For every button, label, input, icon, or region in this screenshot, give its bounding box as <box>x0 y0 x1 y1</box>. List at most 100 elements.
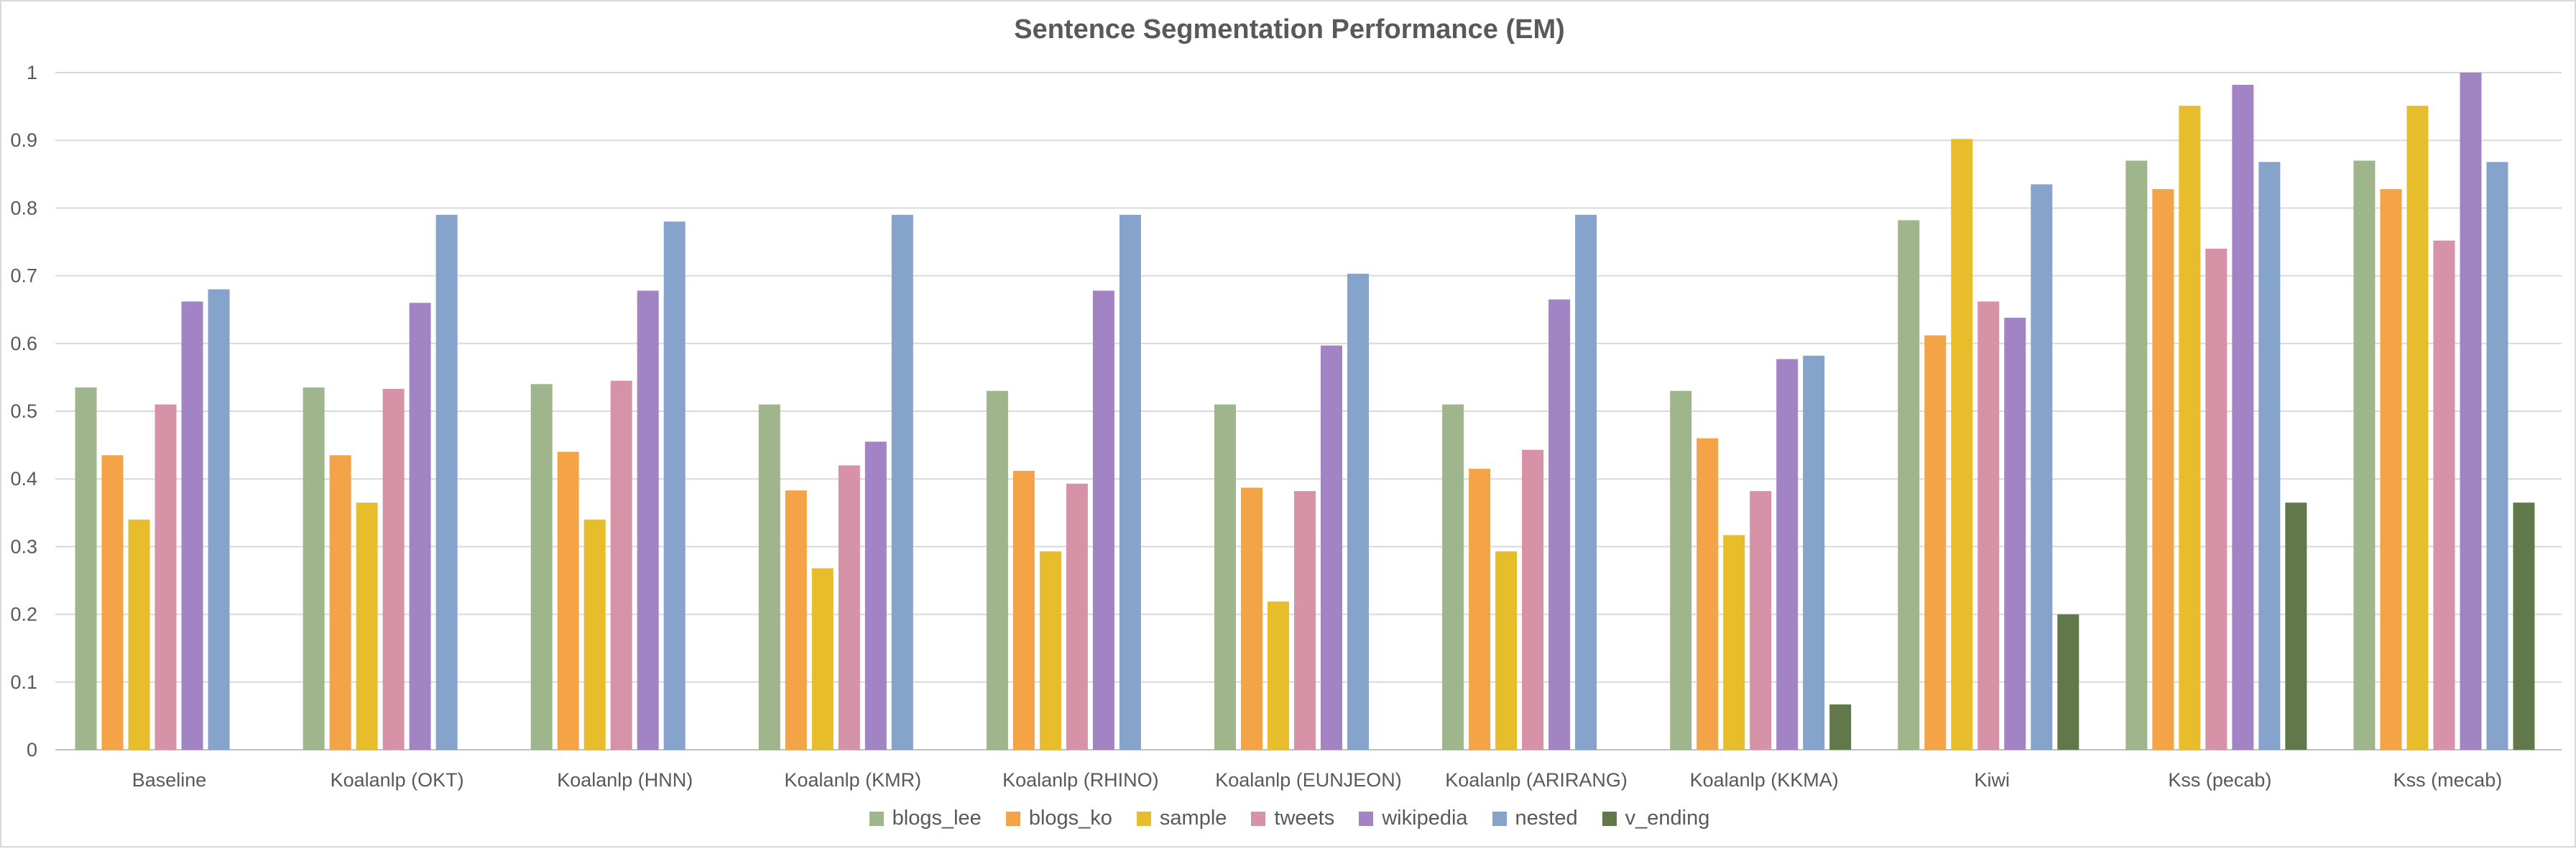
bar-tweets-1 <box>382 388 405 750</box>
bar-blogs_ko-4 <box>1012 470 1035 750</box>
bar-nested-10 <box>2486 162 2508 750</box>
legend-item-v_ending: v_ending <box>1602 807 1710 830</box>
bar-blogs_lee-0 <box>75 387 97 750</box>
legend-swatch <box>1136 811 1151 826</box>
legend-item-blogs_lee: blogs_lee <box>869 807 982 830</box>
bar-nested-5 <box>1347 273 1369 750</box>
bar-blogs_ko-0 <box>101 455 124 750</box>
bar-tweets-8 <box>1977 301 2000 750</box>
legend-item-sample: sample <box>1136 807 1227 830</box>
x-tick-label: Kss (mecab) <box>2393 769 2503 791</box>
x-tick-label: Koalanlp (HNN) <box>557 769 693 791</box>
bar-wikipedia-3 <box>864 441 887 750</box>
x-tick-label: Koalanlp (EUNJEON) <box>1215 769 1402 791</box>
legend-swatch <box>1492 811 1507 826</box>
bar-blogs_ko-2 <box>557 451 579 750</box>
y-tick-label: 0.1 <box>10 671 37 693</box>
bar-v_ending-9 <box>2285 502 2307 750</box>
legend-label: blogs_lee <box>892 807 982 830</box>
bar-blogs_ko-9 <box>2152 189 2174 750</box>
y-tick-label: 0.5 <box>10 400 37 422</box>
bar-blogs_lee-10 <box>2353 160 2376 750</box>
bar-v_ending-10 <box>2513 502 2535 750</box>
bar-tweets-6 <box>1522 449 1544 750</box>
legend-label: tweets <box>1274 807 1335 830</box>
bar-tweets-2 <box>610 380 632 750</box>
bar-nested-4 <box>1119 214 1141 750</box>
x-tick-label: Koalanlp (OKT) <box>331 769 464 791</box>
legend-label: blogs_ko <box>1028 807 1112 830</box>
bar-sample-1 <box>356 502 378 750</box>
bar-blogs_lee-1 <box>303 387 325 750</box>
y-tick-label: 0.7 <box>10 265 37 287</box>
bar-tweets-4 <box>1066 483 1088 750</box>
legend-item-wikipedia: wikipedia <box>1359 807 1468 830</box>
y-tick-label: 0.6 <box>10 333 37 354</box>
y-tick-label: 0.4 <box>10 468 37 490</box>
bar-tweets-5 <box>1294 491 1316 750</box>
bar-wikipedia-4 <box>1092 290 1114 751</box>
bar-wikipedia-7 <box>1776 359 1799 750</box>
legend-item-blogs_ko: blogs_ko <box>1005 807 1112 830</box>
bar-nested-7 <box>1803 355 1825 751</box>
bar-nested-9 <box>2258 162 2281 750</box>
y-tick-label: 0.9 <box>10 129 37 151</box>
y-tick-label: 0.3 <box>10 536 37 557</box>
bar-sample-10 <box>2406 106 2429 750</box>
legend-item-nested: nested <box>1492 807 1578 830</box>
bar-wikipedia-6 <box>1548 299 1571 750</box>
bar-wikipedia-9 <box>2232 84 2254 751</box>
bar-blogs_ko-5 <box>1241 487 1262 750</box>
x-tick-label: Koalanlp (KKMA) <box>1690 769 1839 791</box>
bar-blogs_ko-8 <box>1924 335 1947 751</box>
bar-tweets-3 <box>838 465 860 750</box>
bar-tweets-7 <box>1750 491 1772 750</box>
bar-blogs_ko-6 <box>1469 469 1491 750</box>
bar-blogs_lee-9 <box>2125 160 2148 750</box>
bar-nested-1 <box>435 214 458 750</box>
bar-blogs_lee-4 <box>986 390 1008 750</box>
bar-sample-7 <box>1723 535 1745 750</box>
bar-nested-6 <box>1575 214 1597 750</box>
bar-sample-2 <box>583 519 606 750</box>
legend-swatch <box>1602 811 1617 826</box>
bar-tweets-9 <box>2205 248 2228 750</box>
y-tick-label: 1 <box>27 62 37 83</box>
x-tick-label: Kss (pecab) <box>2168 769 2271 791</box>
legend-item-tweets: tweets <box>1251 807 1334 830</box>
bar-nested-2 <box>663 221 685 750</box>
bar-blogs_ko-1 <box>329 455 351 750</box>
bar-sample-0 <box>128 519 150 750</box>
bar-wikipedia-0 <box>181 301 203 750</box>
bar-v_ending-7 <box>1829 704 1852 750</box>
legend-swatch <box>869 811 884 826</box>
bar-sample-8 <box>1951 139 1973 751</box>
x-tick-label: Baseline <box>132 769 207 791</box>
bar-blogs_ko-10 <box>2380 189 2402 750</box>
bar-sample-9 <box>2179 106 2201 750</box>
bar-wikipedia-8 <box>2004 318 2026 750</box>
bar-sample-6 <box>1495 551 1518 750</box>
bar-blogs_ko-7 <box>1696 438 1719 750</box>
bar-wikipedia-10 <box>2460 73 2482 750</box>
bar-nested-3 <box>891 214 913 750</box>
bar-sample-3 <box>811 568 834 750</box>
bar-nested-0 <box>208 289 230 750</box>
bar-wikipedia-1 <box>409 303 431 750</box>
x-tick-label: Koalanlp (RHINO) <box>1002 769 1159 791</box>
x-tick-label: Koalanlp (KMR) <box>785 769 922 791</box>
legend-label: v_ending <box>1625 807 1710 830</box>
legend: blogs_lee blogs_ko sample tweets wikipedia ne… <box>1 807 2576 830</box>
bar-wikipedia-5 <box>1321 345 1342 751</box>
bar-wikipedia-2 <box>637 290 659 751</box>
bar-sample-5 <box>1268 601 1289 750</box>
y-tick-label: 0 <box>27 739 37 761</box>
chart-title: Sentence Segmentation Performance (EM) <box>1014 14 1565 45</box>
bar-tweets-0 <box>154 404 177 750</box>
x-tick-label: Kiwi <box>1975 769 2011 791</box>
bar-nested-8 <box>2031 184 2053 750</box>
y-tick-label: 0.2 <box>10 604 37 625</box>
bar-blogs_lee-2 <box>530 384 553 750</box>
